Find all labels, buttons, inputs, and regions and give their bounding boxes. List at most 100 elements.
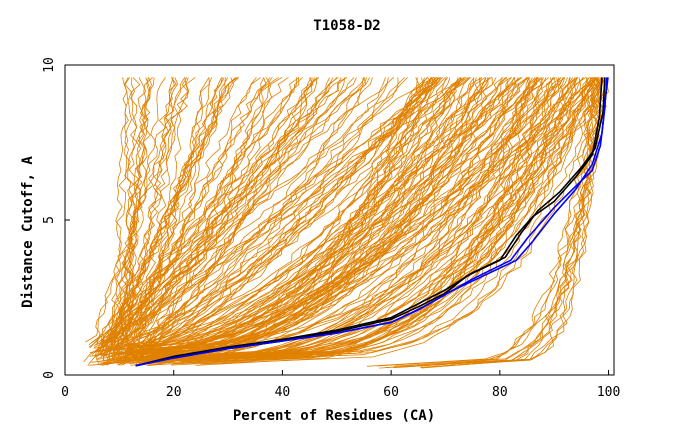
- background-series-line: [409, 77, 600, 367]
- background-series-line: [150, 77, 506, 357]
- background-series-line: [129, 77, 439, 365]
- background-series-line: [113, 77, 566, 358]
- background-series-line: [116, 77, 399, 361]
- background-series-line: [146, 77, 578, 366]
- background-series-line: [200, 77, 590, 365]
- background-series-line: [120, 77, 594, 364]
- background-series-line: [162, 77, 544, 359]
- background-series-line: [128, 77, 367, 347]
- background-series-line: [148, 77, 600, 366]
- background-series-line: [91, 77, 342, 343]
- background-series-line: [430, 77, 600, 368]
- background-series-line: [112, 77, 482, 362]
- x-tick-label: 80: [492, 385, 508, 400]
- background-series-line: [147, 77, 538, 366]
- background-series-line: [122, 77, 147, 362]
- background-series-line: [136, 77, 271, 366]
- y-tick-label: 5: [42, 216, 57, 224]
- background-series-line: [150, 77, 433, 359]
- background-series-line: [178, 77, 543, 361]
- background-series-group: [83, 77, 609, 369]
- background-series-line: [91, 77, 355, 355]
- background-series-line: [128, 77, 210, 354]
- background-series-line: [148, 77, 517, 364]
- x-axis-title: Percent of Residues (CA): [233, 408, 435, 424]
- background-series-line: [119, 77, 560, 354]
- background-series-line: [366, 77, 602, 367]
- background-series-line: [91, 77, 466, 363]
- background-series-line: [102, 77, 489, 361]
- background-series-line: [96, 77, 521, 360]
- background-series-line: [113, 77, 151, 358]
- background-series-line: [100, 77, 346, 347]
- background-series-line: [105, 77, 300, 355]
- background-series-line: [85, 77, 187, 343]
- background-series-line: [83, 77, 433, 363]
- background-series-line: [398, 77, 603, 368]
- background-series-line: [121, 77, 236, 344]
- y-tick-label: 10: [42, 57, 57, 73]
- x-tick-label: 40: [275, 385, 291, 400]
- highlighted-series-line: [135, 77, 606, 367]
- background-series-line: [126, 77, 523, 348]
- background-series-line: [122, 77, 261, 363]
- highlighted-series-line: [135, 77, 609, 367]
- background-series-line: [138, 77, 477, 364]
- background-series-line: [136, 77, 446, 353]
- background-series-line: [135, 77, 596, 360]
- background-series-line: [132, 77, 366, 364]
- background-series-line: [167, 77, 595, 361]
- background-series-line: [379, 77, 597, 369]
- background-series-line: [96, 77, 440, 351]
- x-tick-label: 60: [383, 385, 399, 400]
- background-series-line: [152, 77, 491, 357]
- background-series-line: [102, 77, 357, 350]
- background-series-line: [127, 77, 462, 352]
- background-series-line: [150, 77, 528, 355]
- highlighted-series-group: [135, 77, 609, 367]
- background-series-line: [120, 77, 471, 351]
- background-series-line: [104, 77, 235, 360]
- background-series-line: [112, 77, 386, 346]
- background-series-line: [111, 77, 166, 363]
- background-series-line: [142, 77, 459, 363]
- background-series-line: [135, 77, 189, 365]
- background-series-line: [141, 77, 229, 360]
- background-series-line: [128, 77, 177, 347]
- background-series-line: [104, 77, 528, 352]
- y-axis-title: Distance Cutoff, A: [20, 156, 36, 308]
- background-series-line: [168, 77, 565, 359]
- background-series-line: [108, 77, 312, 342]
- background-series-line: [137, 77, 334, 364]
- background-series-line: [105, 77, 283, 346]
- background-series-line: [139, 77, 389, 362]
- background-series-line: [138, 77, 481, 354]
- background-series-line: [102, 77, 189, 361]
- background-series-line: [151, 77, 565, 352]
- x-axis: 0 20 40 60 80 100: [61, 370, 620, 400]
- background-series-line: [129, 77, 578, 352]
- x-tick-label: 100: [597, 385, 620, 400]
- x-tick-label: 20: [166, 385, 182, 400]
- background-series-line: [136, 77, 425, 364]
- background-series-line: [189, 77, 606, 358]
- background-series-line: [140, 77, 530, 365]
- background-series-line: [148, 77, 530, 361]
- background-series-line: [146, 77, 483, 359]
- background-series-line: [393, 77, 595, 369]
- background-series-line: [108, 77, 471, 344]
- background-series-line: [89, 77, 543, 357]
- background-series-line: [146, 77, 449, 357]
- background-series-line: [89, 77, 442, 366]
- x-tick-label: 0: [61, 385, 69, 400]
- background-series-line: [129, 77, 522, 350]
- background-series-line: [139, 77, 504, 352]
- background-series-line: [93, 77, 279, 347]
- background-series-line: [117, 77, 174, 352]
- background-series-line: [107, 77, 132, 366]
- background-series-line: [95, 77, 585, 352]
- chart-title: T1058-D2: [313, 18, 380, 34]
- background-series-line: [107, 77, 468, 350]
